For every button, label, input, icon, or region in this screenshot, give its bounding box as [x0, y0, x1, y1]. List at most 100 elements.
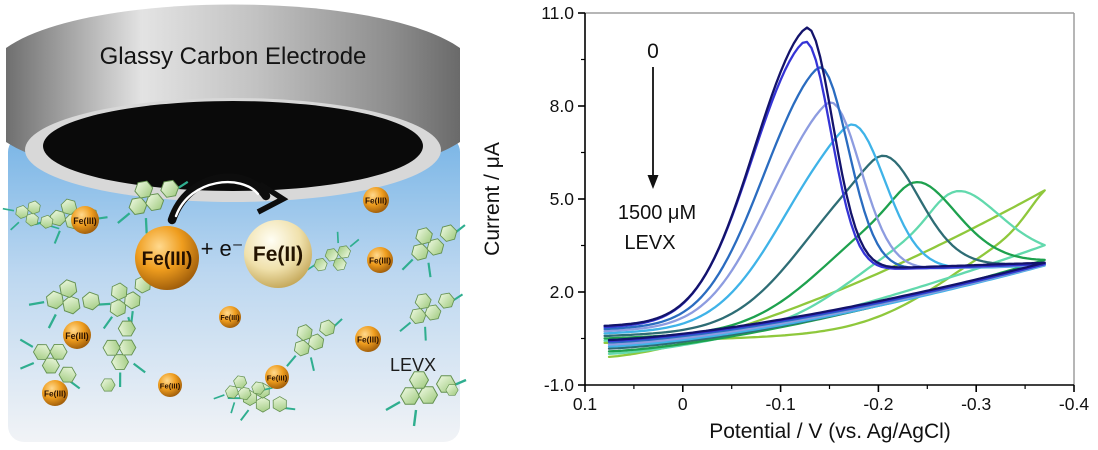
annotation-start-label: 0 [647, 40, 659, 63]
molecule-bond [2, 207, 15, 212]
molecule-bond [102, 316, 114, 330]
y-tick-label: -1.0 [544, 375, 574, 395]
molecule-ring [102, 339, 121, 356]
fe3-small-sphere-label: Fe(III) [369, 256, 391, 266]
cv-curves [603, 26, 1046, 359]
molecule-ring [27, 200, 41, 215]
fe3-small-sphere: Fe(III) [219, 306, 241, 328]
x-tick-label: -0.3 [961, 394, 991, 414]
molecule-bond [336, 231, 340, 244]
levx-label: LEVX [390, 355, 436, 375]
fe3-small-sphere-label: Fe(III) [267, 373, 288, 382]
molecule-bond [349, 238, 360, 248]
fe3-small-sphere-body [355, 326, 381, 352]
molecule-ring [58, 366, 77, 383]
x-tick-label: -0.2 [863, 394, 893, 414]
y-tick-label: 11.0 [541, 3, 574, 23]
y-axis-title: Current / μA [481, 142, 504, 256]
molecule-ring [40, 214, 54, 229]
molecule-bond [19, 361, 35, 370]
levx-molecule [19, 338, 81, 390]
fe3-small-sphere-label: Fe(III) [160, 381, 181, 390]
levx-molecule [306, 231, 360, 272]
molecule-bond [213, 394, 225, 400]
fe3-small-sphere: Fe(III) [367, 247, 393, 273]
fe3-small-sphere: Fe(III) [355, 326, 381, 352]
molecule-bond [117, 212, 131, 224]
fe3-small-sphere-label: Fe(III) [65, 331, 89, 341]
molecule-ring [415, 227, 433, 245]
x-tick-label: 0.1 [573, 394, 597, 414]
x-tick-label: 0 [678, 394, 688, 414]
fe3-small-sphere: Fe(III) [265, 365, 289, 389]
y-tick-label: 2.0 [550, 282, 575, 302]
molecule-bond [401, 258, 414, 271]
molecule-bond [47, 313, 57, 329]
fe3-small-sphere-label: Fe(III) [365, 196, 387, 206]
molecule-bond [19, 338, 34, 348]
fe2-sphere [244, 220, 312, 288]
molecule-bond [427, 262, 432, 278]
fe3-small-sphere-label: Fe(III) [220, 313, 240, 322]
fe3-small-sphere-body [71, 206, 99, 234]
levx-molecule [28, 279, 111, 329]
molecule-ring [313, 258, 328, 272]
fe3-label: Fe(III) [142, 249, 193, 270]
molecule-ring [296, 324, 313, 342]
y-tick-label: 8.0 [550, 96, 575, 116]
molecule-bond [399, 321, 412, 333]
molecule-bond [424, 326, 427, 341]
cv-curve-7 [603, 180, 1046, 353]
fe3-small-sphere-body [367, 247, 393, 273]
x-tick-label: -0.1 [766, 394, 796, 414]
molecule-ring [445, 384, 459, 396]
molecule-ring [414, 293, 432, 310]
molecule-bond [28, 300, 45, 306]
molecule-ring [272, 396, 287, 413]
molecule-ring [82, 291, 101, 311]
levx-fragment [445, 384, 459, 396]
concentration-annotation: 0 1500 μM LEVX [618, 40, 696, 254]
molecule-ring [408, 371, 430, 389]
molecule-bond [230, 402, 236, 414]
fe3-small-sphere-label: Fe(III) [44, 389, 66, 399]
fe3-small-sphere: Fe(III) [71, 206, 99, 234]
molecule-ring [319, 319, 336, 337]
x-tick-label: -0.4 [1059, 394, 1089, 414]
molecule-bond [240, 409, 250, 421]
molecule-ring [437, 292, 455, 309]
molecule-ring [111, 282, 128, 301]
fe3-small-sphere-body [63, 321, 91, 349]
fe3-small-sphere-body [158, 373, 182, 397]
annotation-analyte-label: LEVX [624, 232, 675, 254]
molecule-ring [417, 386, 439, 404]
redox-reaction: Fe(III) + e⁻ Fe(II) [135, 173, 312, 290]
electron-transfer-arrow [167, 173, 271, 225]
fe3-small-sphere-body [363, 187, 389, 213]
arrowhead-icon [256, 181, 289, 215]
fe3-small-sphere-label: Fe(III) [357, 335, 379, 345]
molecule-bond [10, 221, 20, 231]
levx-molecule [2, 200, 60, 231]
cv-curve-1 [603, 26, 1046, 342]
molecule-bond [132, 362, 146, 374]
concentration-arrowhead-icon [647, 175, 659, 189]
levx-molecule [102, 311, 146, 388]
molecule-bond [53, 230, 61, 244]
y-tick-label: 5.0 [550, 189, 575, 209]
cv-curve-9 [603, 189, 1046, 359]
molecule-ring [160, 179, 180, 198]
electron-transfer-arrow-highlight [174, 180, 260, 218]
molecule-ring [399, 387, 421, 405]
levx-molecule [286, 318, 343, 372]
molecule-ring [439, 224, 458, 242]
fe3-small-sphere-body [42, 380, 68, 406]
fe3-small-sphere: Fe(III) [42, 380, 68, 406]
molecule-ring [233, 375, 248, 389]
fe3-small-sphere: Fe(III) [158, 373, 182, 397]
molecule-bond [286, 355, 297, 367]
molecule-ring [100, 378, 116, 392]
molecule-ring [117, 320, 136, 337]
glassy-carbon-disk [43, 101, 423, 191]
